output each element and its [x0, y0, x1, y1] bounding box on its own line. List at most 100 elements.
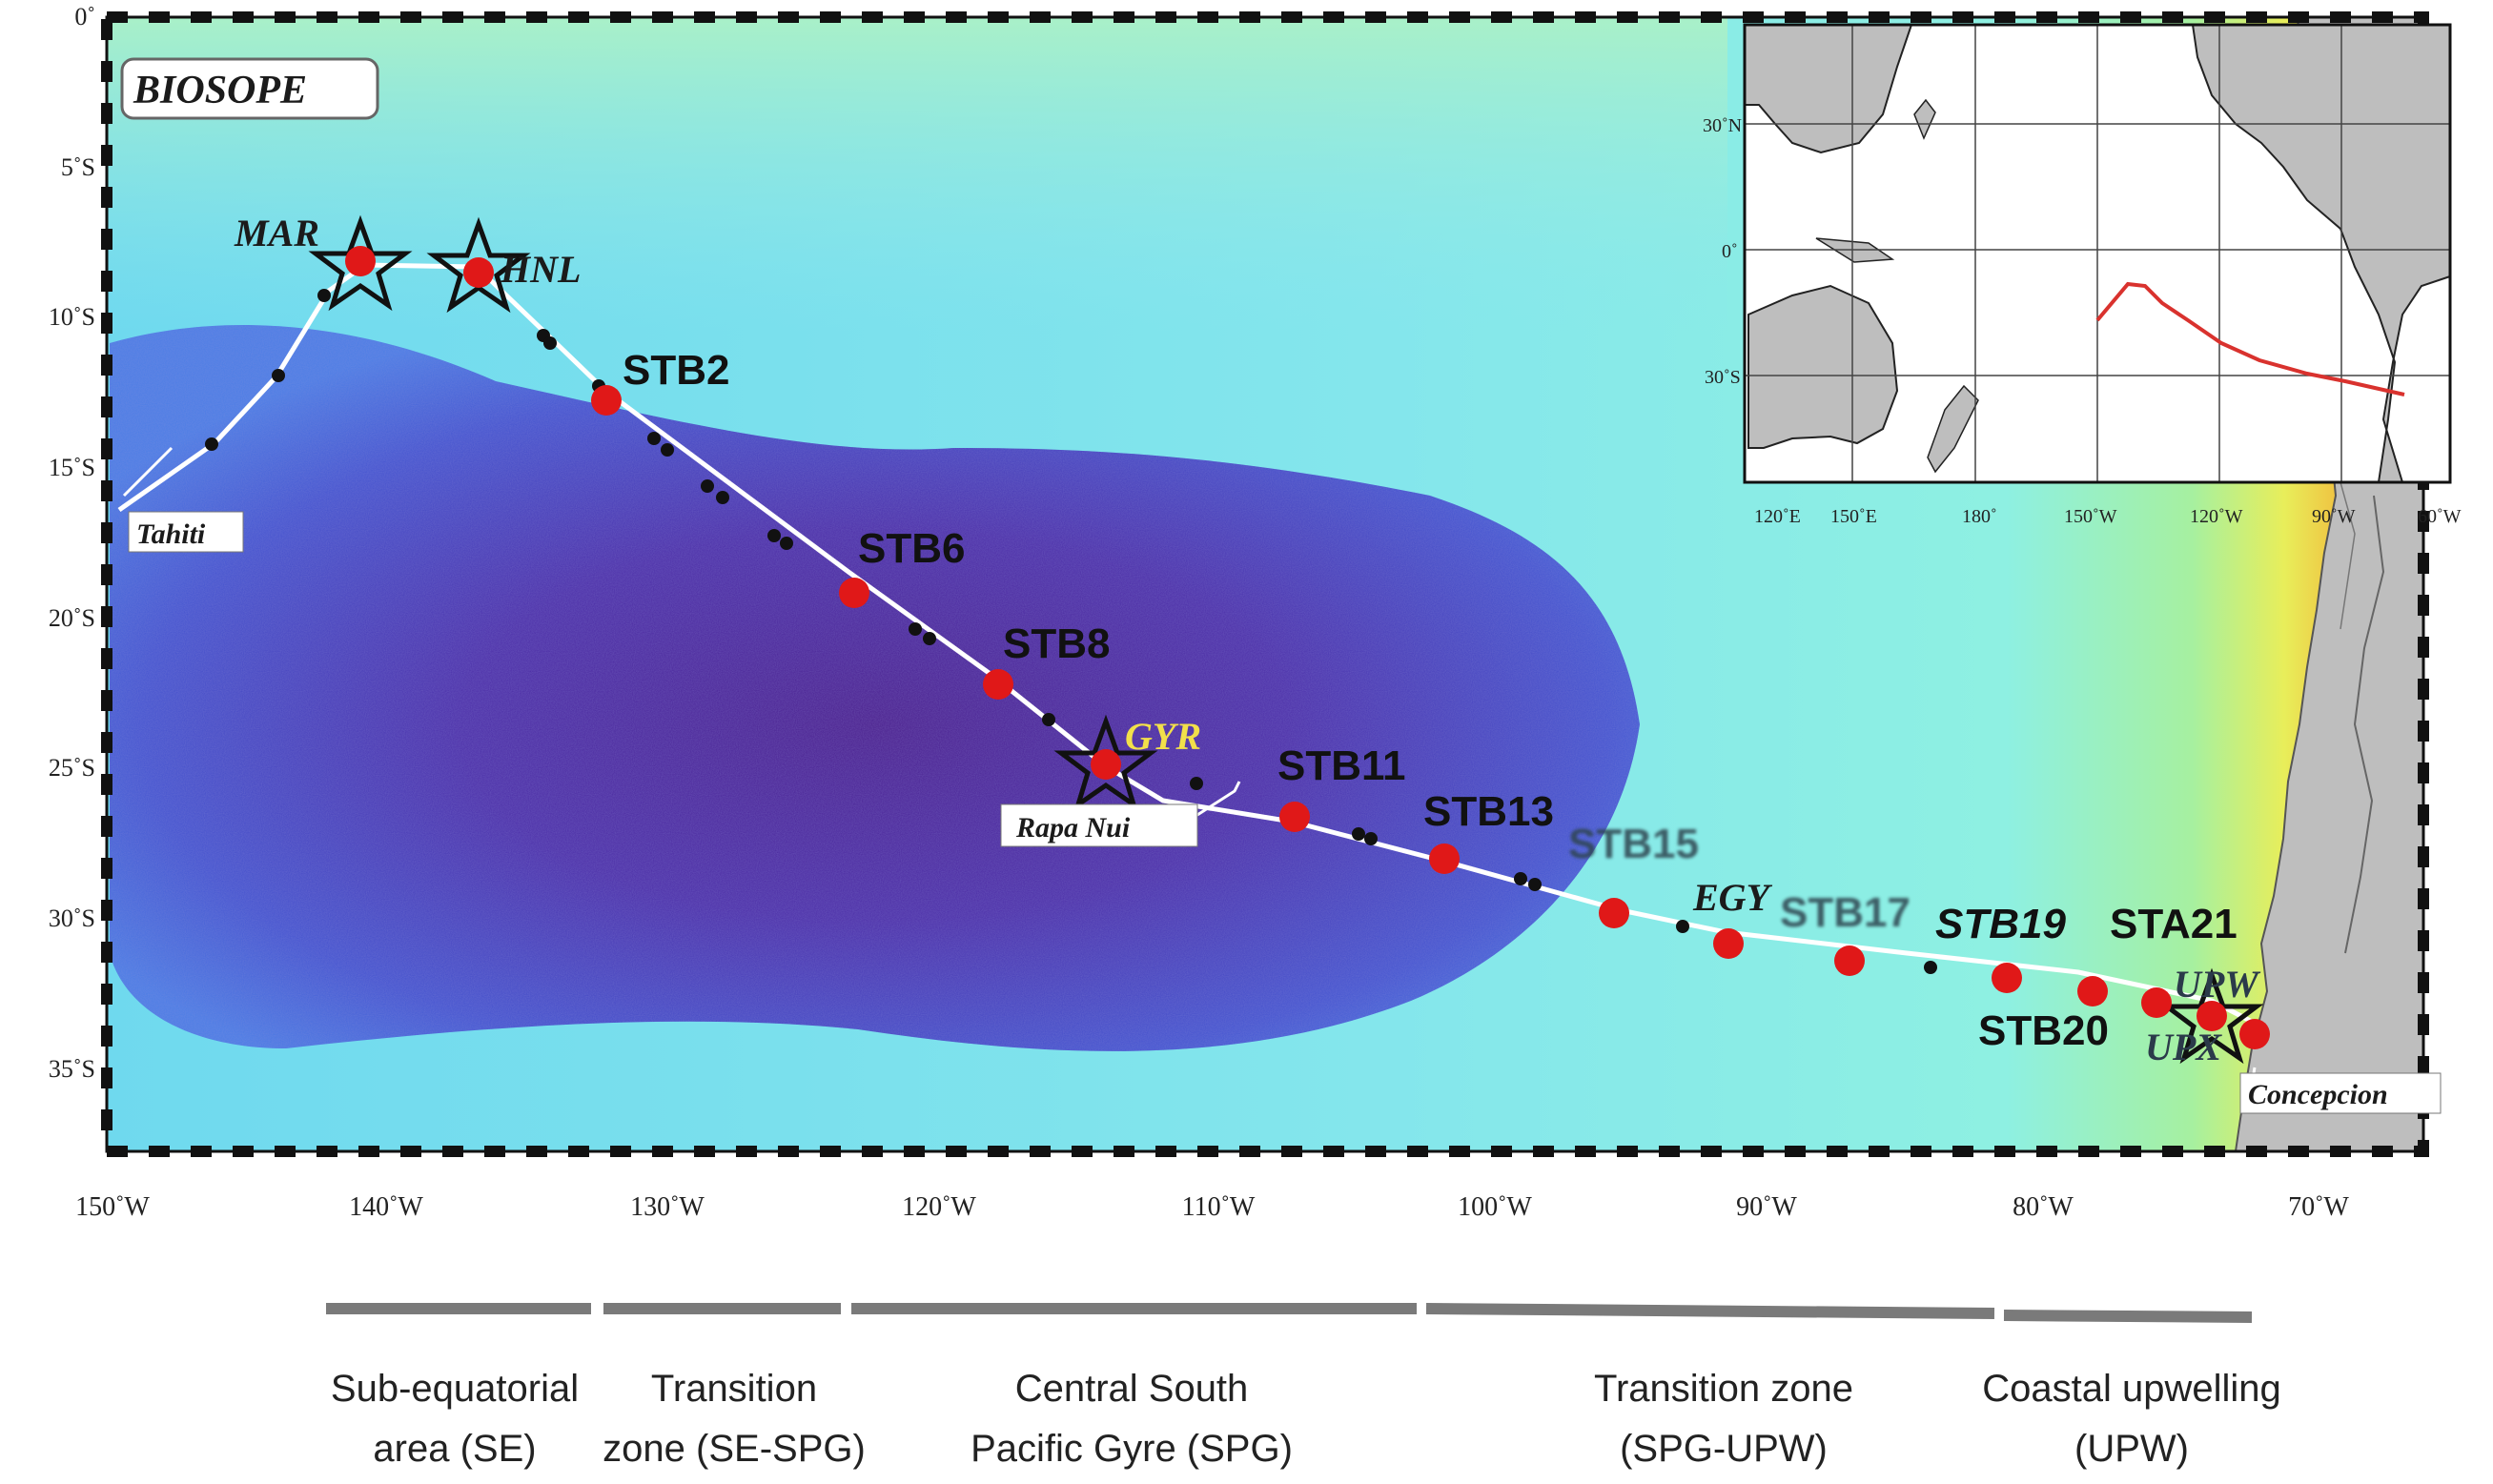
- station-dot-stb6: [839, 578, 869, 608]
- sampling-dot: [205, 437, 218, 451]
- station-dot-stb13: [1429, 844, 1460, 874]
- star-marker-mar: [308, 214, 413, 312]
- longitude-tick-label: 150˚W: [75, 1192, 150, 1222]
- sampling-dot: [1364, 832, 1378, 845]
- sampling-dot: [1924, 961, 1937, 974]
- inset-lon-90w: 90˚W: [2312, 506, 2356, 527]
- inset-grid: [1745, 25, 2450, 482]
- station-dot-stb17: [1834, 945, 1865, 976]
- zone-upw-line2: (UPW): [2074, 1428, 2189, 1470]
- place-tahiti: Tahiti: [128, 511, 244, 553]
- site-label-gyr: GYR: [1125, 715, 1201, 758]
- sampling-dot: [780, 537, 793, 550]
- station-dot-stb11: [1279, 802, 1310, 832]
- station-dot-stb2: [591, 385, 622, 416]
- place-box: [128, 511, 244, 553]
- place-label-concepcion: Concepcion: [2248, 1079, 2388, 1110]
- zone-bars: [326, 1303, 2253, 1323]
- sampling-dot: [1190, 777, 1203, 790]
- inset-lat-30n: 30˚N: [1703, 115, 1742, 136]
- station-dot-egy: [1713, 928, 1744, 959]
- sampling-dot: [1514, 872, 1527, 885]
- zone-bar-spg-upw: [1425, 1303, 1995, 1319]
- inset-australia-land: [1747, 284, 1899, 449]
- longitude-tick-label: 90˚W: [1736, 1192, 1797, 1222]
- longitude-tick-label: 130˚W: [630, 1192, 705, 1222]
- station-label-stb13: STB13: [1423, 788, 1554, 835]
- longitude-tick-label: 70˚W: [2288, 1192, 2349, 1222]
- longitude-tick-label: 110˚W: [1182, 1192, 1256, 1222]
- sampling-dot: [661, 443, 674, 457]
- zone-labels: Sub-equatorial area (SE) Transition zone…: [331, 1368, 2281, 1470]
- inset-map: 30˚N 0˚ 30˚S 120˚E 150˚E 180˚ 150˚W 120˚…: [1703, 23, 2462, 527]
- place-label-tahiti: Tahiti: [136, 518, 206, 550]
- place-rapanui: Rapa Nui: [1000, 803, 1198, 847]
- gyre-texture: [110, 324, 1640, 1051]
- site-label-hnl: HNL: [500, 248, 581, 291]
- station-dot-sta21: [2141, 987, 2172, 1018]
- station-label-stb20: STB20: [1978, 1007, 2109, 1054]
- inset-lon-150e: 150˚E: [1830, 506, 1877, 527]
- latitude-tick-label: 30˚S: [49, 905, 95, 932]
- site-label-mar: MAR: [234, 212, 319, 254]
- longitude-labels: 150˚W 140˚W 130˚W 120˚W 110˚W 100˚W 90˚W 80˚W 70…: [75, 1192, 2349, 1222]
- inset-lon-120w: 120˚W: [2190, 506, 2243, 527]
- place-box: [1000, 803, 1198, 847]
- station-label-stb2: STB2: [623, 347, 729, 394]
- longitude-tick-label: 140˚W: [349, 1192, 423, 1222]
- station-label-stb8: STB8: [1003, 620, 1110, 667]
- sampling-dot: [317, 289, 331, 302]
- zone-spg-line2: Pacific Gyre (SPG): [971, 1428, 1293, 1470]
- sampling-dot: [767, 529, 781, 542]
- tahiti-pointer: [122, 446, 174, 498]
- sampling-dot: [272, 369, 285, 382]
- inset-asia-land: [1744, 24, 1913, 154]
- map-frame-dashes: [101, 11, 2429, 1157]
- zone-se-line2: area (SE): [373, 1428, 536, 1470]
- zone-se-line1: Sub-equatorial: [331, 1368, 579, 1410]
- zone-se-spg-line1: Transition: [651, 1368, 817, 1410]
- inset-lon-120e: 120˚E: [1754, 506, 1801, 527]
- station-dot-hnl: [463, 257, 494, 288]
- station-label-stb6: STB6: [858, 525, 965, 572]
- sampling-dot: [909, 622, 922, 636]
- latitude-tick-label: 10˚S: [49, 303, 95, 331]
- place-box: [2239, 1072, 2442, 1114]
- inset-lon-150w: 150˚W: [2064, 506, 2117, 527]
- zone-spg-line1: Central South: [1015, 1368, 1249, 1410]
- station-dot-mar: [345, 246, 376, 276]
- station-dot-upw: [2197, 1001, 2227, 1031]
- title-box: [120, 57, 379, 120]
- latitude-tick-label: 0˚: [74, 3, 95, 30]
- inset-new-zealand: [1927, 384, 1979, 474]
- station-label-stb19: STB19: [1935, 901, 2066, 947]
- station-label-stb17: STB17: [1780, 889, 1911, 936]
- sampling-dot: [716, 491, 729, 504]
- title-text: BIOSOPE: [133, 69, 307, 112]
- star-marker-upw: [2159, 967, 2264, 1065]
- longitude-tick-label: 80˚W: [2013, 1192, 2074, 1222]
- site-label-upw: UPW: [2174, 963, 2260, 1006]
- inset-cruise-track: [2095, 281, 2405, 396]
- latitude-tick-label: 5˚S: [61, 153, 95, 181]
- inset-lat-0: 0˚: [1722, 241, 1738, 262]
- station-dot-gyr: [1091, 749, 1121, 780]
- station-dot-stb20: [2077, 976, 2108, 1006]
- station-dot-upx: [2239, 1019, 2270, 1049]
- latitude-tick-label: 35˚S: [49, 1055, 95, 1083]
- longitude-tick-label: 100˚W: [1458, 1192, 1532, 1222]
- site-label-upx: UPX: [2145, 1026, 2222, 1068]
- station-label-stb15: STB15: [1568, 821, 1699, 867]
- inset-lon-180: 180˚: [1962, 506, 1997, 527]
- inset-americas-land: [2191, 24, 2451, 483]
- latitude-tick-label: 20˚S: [49, 604, 95, 632]
- star-marker-gyr: [1053, 714, 1158, 811]
- longitude-tick-label: 120˚W: [902, 1192, 976, 1222]
- inset-lon-60w: 60˚W: [2418, 506, 2462, 527]
- zone-upw-line1: Coastal upwelling: [1982, 1368, 2281, 1410]
- site-label-egy: EGY: [1692, 876, 1773, 919]
- latitude-tick-label: 15˚S: [49, 454, 95, 481]
- sampling-dot: [543, 336, 557, 350]
- sampling-dot: [647, 432, 661, 445]
